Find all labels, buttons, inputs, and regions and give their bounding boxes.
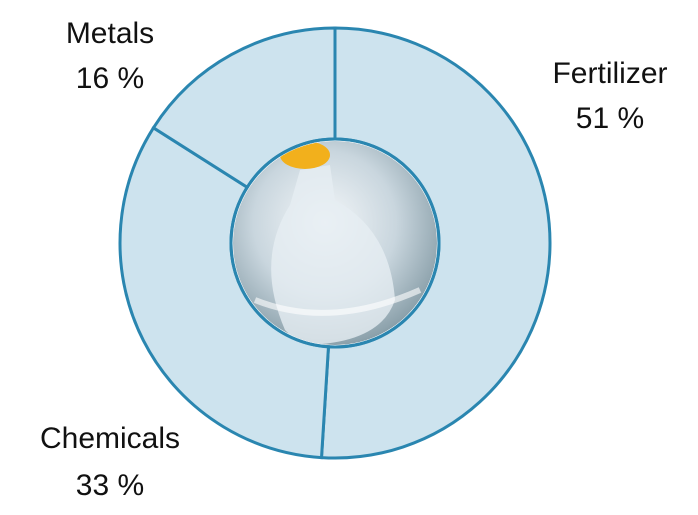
value-label: 33 % [76, 469, 144, 502]
category-label: Chemicals [40, 422, 180, 455]
donut [118, 26, 552, 460]
inner-edge [229, 137, 441, 349]
value-label: 51 % [576, 102, 644, 135]
value-label: 16 % [76, 62, 144, 95]
category-label: Metals [66, 17, 154, 50]
category-label: Fertilizer [552, 57, 667, 90]
center-photo [233, 141, 437, 345]
